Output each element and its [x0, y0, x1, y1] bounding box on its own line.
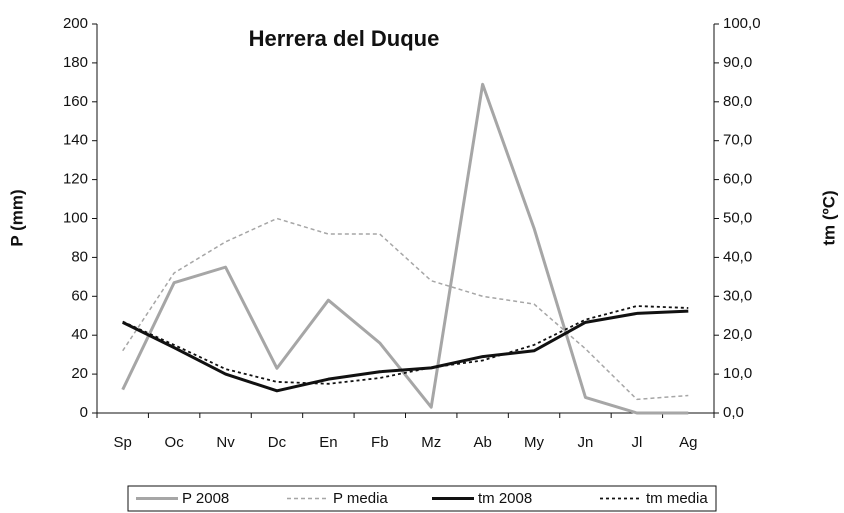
y2-tick-label: 60,0	[723, 171, 752, 188]
y-tick-label: 200	[63, 15, 88, 32]
x-tick-label: My	[524, 434, 544, 451]
y2-axis-title: tm (ºC)	[819, 190, 838, 245]
y-tick-label: 160	[63, 93, 88, 110]
chart-title: Herrera del Duque	[249, 26, 440, 51]
y2-tick-label: 30,0	[723, 287, 752, 304]
x-tick-label: Oc	[165, 434, 185, 451]
y2-tick-label: 50,0	[723, 209, 752, 226]
y-tick-label: 80	[71, 248, 88, 265]
legend-label: P media	[333, 490, 388, 507]
y-tick-label: 40	[71, 326, 88, 343]
y2-tick-label: 40,0	[723, 248, 752, 265]
series-line	[122, 305, 689, 385]
y-tick-label: 20	[71, 365, 88, 382]
y2-tick-label: 0,0	[723, 404, 744, 421]
y-tick-label: 120	[63, 171, 88, 188]
y-tick-label: 180	[63, 54, 88, 71]
x-tick-label: Jl	[631, 434, 642, 451]
y2-tick-label: 70,0	[723, 132, 752, 149]
series-line	[122, 309, 689, 393]
legend-label: tm 2008	[478, 490, 532, 507]
y-tick-label: 140	[63, 132, 88, 149]
x-tick-label: Dc	[268, 434, 287, 451]
x-tick-label: Ag	[679, 434, 697, 451]
legend-label: tm media	[646, 490, 708, 507]
y2-tick-label: 20,0	[723, 326, 752, 343]
legend-label: P 2008	[182, 490, 229, 507]
x-tick-label: Fb	[371, 434, 389, 451]
x-tick-label: Sp	[114, 434, 132, 451]
y2-tick-label: 10,0	[723, 365, 752, 382]
series-line	[122, 217, 689, 401]
x-tick-label: Ab	[473, 434, 491, 451]
y-tick-label: 60	[71, 287, 88, 304]
x-tick-label: En	[319, 434, 337, 451]
series-line	[121, 82, 689, 415]
y2-tick-label: 100,0	[723, 15, 761, 32]
x-tick-label: Nv	[216, 434, 235, 451]
x-tick-label: Mz	[421, 434, 441, 451]
y2-tick-label: 90,0	[723, 54, 752, 71]
y2-tick-label: 80,0	[723, 93, 752, 110]
y-tick-label: 0	[80, 404, 88, 421]
y-tick-label: 100	[63, 209, 88, 226]
x-tick-label: Jn	[578, 434, 594, 451]
y-axis-title: P (mm)	[7, 189, 26, 246]
